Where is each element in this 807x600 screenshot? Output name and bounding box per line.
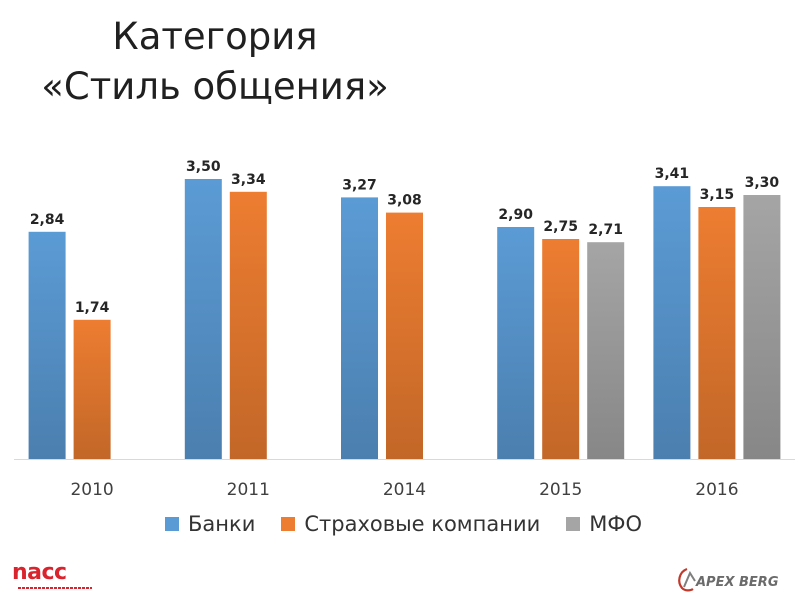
- bar-МФО-2015: [587, 242, 625, 459]
- data-label: 2,75: [543, 219, 578, 235]
- apex-berg-logo: APEX BERG: [678, 567, 779, 592]
- data-label: 3,08: [387, 193, 422, 209]
- data-label: 3,15: [700, 187, 735, 203]
- x-tick-label: 2011: [227, 480, 270, 500]
- data-label: 3,30: [745, 175, 780, 191]
- data-label: 2,90: [498, 207, 533, 223]
- nacc-logo-text: nacc: [12, 560, 67, 585]
- bar-Банки-2015: [497, 227, 535, 459]
- bar-Страховые компании-2014: [386, 212, 423, 459]
- chart-title: Категория «Стиль общения»: [0, 12, 430, 112]
- data-label: 2,84: [30, 212, 65, 228]
- legend-item: Страховые компании: [281, 512, 540, 536]
- legend-swatch: [566, 517, 581, 531]
- bar-Страховые компании-2015: [542, 239, 580, 459]
- legend-label: Страховые компании: [304, 512, 541, 536]
- apex-berg-logo-text: APEX BERG: [695, 575, 779, 590]
- data-label: 1,74: [75, 300, 110, 316]
- data-label: 3,27: [342, 177, 377, 193]
- x-tick-label: 2014: [383, 480, 426, 500]
- bar-Страховые компании-2010: [73, 319, 111, 459]
- bar-МФО-2016: [743, 195, 781, 459]
- data-label: 3,34: [231, 172, 266, 188]
- chart-title-line2: «Стиль общения»: [41, 65, 389, 108]
- legend-label: МФО: [589, 512, 642, 536]
- legend-item: Банки: [165, 512, 255, 536]
- nacc-logo-underline: [18, 587, 92, 589]
- apex-berg-peak-icon: [683, 570, 696, 588]
- chart-title-line1: Категория: [112, 15, 318, 58]
- data-label: 3,50: [186, 159, 221, 175]
- nacc-logo: nacc: [12, 562, 94, 592]
- bar-Банки-2016: [653, 186, 691, 459]
- x-tick-label: 2010: [70, 480, 113, 500]
- x-tick-label: 2016: [695, 480, 738, 500]
- legend-label: Банки: [188, 512, 256, 536]
- apex-berg-swoosh-icon: [678, 567, 694, 592]
- legend-item: МФО: [566, 512, 642, 536]
- chart-legend: Банки Страховые компании МФО: [0, 512, 807, 536]
- bar-chart: 2,84 1,74 2010 3,50 3,34 2011 3,27 3,08 2014 2,90…: [14, 159, 795, 500]
- bar-Страховые компании-2011: [229, 191, 267, 460]
- data-label: 3,41: [655, 166, 690, 182]
- bar-Банки-2010: [28, 231, 66, 459]
- bar-Банки-2011: [184, 179, 222, 459]
- bar-Банки-2014: [341, 197, 378, 459]
- bar-Страховые компании-2016: [698, 207, 736, 459]
- x-tick-label: 2015: [539, 480, 582, 500]
- data-label: 2,71: [588, 222, 623, 238]
- legend-swatch: [165, 517, 179, 531]
- legend-swatch: [281, 517, 296, 531]
